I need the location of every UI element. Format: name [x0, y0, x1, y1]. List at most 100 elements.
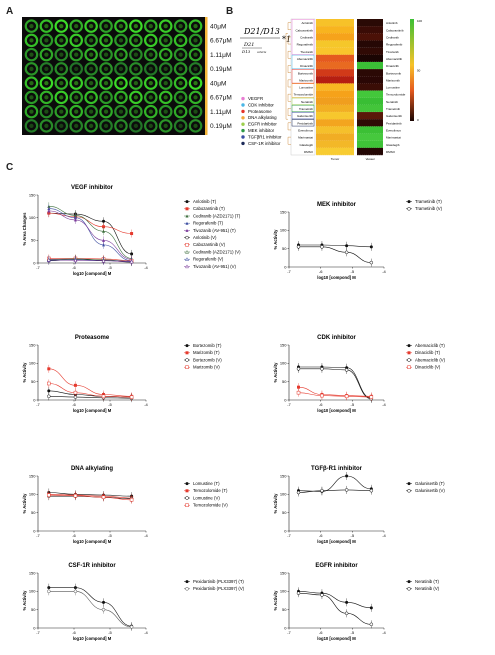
plate-well-center [74, 38, 79, 43]
dose-response-charts: VEGF inhibitor -7 -6 -5 -4 0 50 100 150 log10 [co… [22, 185, 446, 641]
heatmap-cell-tumor [316, 97, 354, 106]
y-tick-label: 0 [284, 264, 287, 269]
heatmap-right-label: Tivozanib [386, 50, 399, 54]
plate-well [158, 119, 173, 133]
data-point [129, 259, 134, 264]
plate-well-center [148, 123, 153, 129]
plate-well [39, 90, 54, 105]
heatmap-row-label: Tivozanib [300, 50, 313, 54]
heatmap-row-label: Marizomib [299, 78, 313, 82]
heatmap-group-box [291, 119, 315, 127]
plate-well [158, 76, 173, 90]
plate-well [173, 62, 188, 76]
plate-well-center [193, 80, 198, 86]
data-point [47, 389, 51, 393]
data-point [47, 367, 51, 371]
x-tick-label: -4 [144, 630, 148, 635]
plate-well [143, 104, 158, 119]
plate-well-center [178, 52, 183, 57]
plate-well-center [29, 95, 34, 100]
plate-well-center [88, 109, 94, 114]
plate-well [129, 62, 143, 76]
data-point [344, 368, 349, 372]
data-point [296, 367, 301, 371]
y-tick-label: 100 [29, 589, 36, 594]
chart-4: CDK inhibitor -7 -6 -5 -4 0 50 100 150 log10 [com… [273, 335, 446, 413]
data-point [407, 365, 411, 369]
legend-label: Trametinib (V) [415, 206, 443, 211]
data-point [47, 394, 51, 399]
legend-label: Bortezomib (V) [193, 357, 222, 362]
heatmap-cell-vessel [357, 33, 383, 41]
chart-title: Proteasome [75, 335, 110, 341]
plate-well-center [163, 52, 168, 57]
heatmap-cell-vessel [357, 126, 383, 134]
y-axis-label: % Activity [273, 362, 278, 383]
data-point [101, 258, 106, 263]
x-tick-label: -7 [36, 630, 40, 635]
y-tick-label: 50 [282, 607, 287, 612]
plate-well-center [133, 52, 139, 57]
plate-well-center [148, 109, 153, 114]
heatmap: Anlotinib Anlotinib Cabozantinib Cabozantin… [285, 18, 422, 161]
x-tick-label: -5 [351, 533, 355, 538]
x-axis-label: log10 [compond] M [317, 408, 356, 413]
heatmap-cell-vessel [357, 104, 383, 113]
heatmap-group-box [291, 54, 315, 70]
heatmap-cell-vessel [357, 97, 383, 106]
plate-well-center [88, 38, 94, 43]
color-scale-bar [410, 19, 414, 121]
plate-well [188, 47, 203, 62]
y-tick-label: 0 [284, 397, 287, 402]
data-point [73, 383, 77, 387]
data-point [407, 482, 411, 486]
plate-well [114, 47, 128, 62]
chart-2: MEK inhibitor -7 -6 -5 -4 0 50 100 150 log10 [com… [273, 199, 443, 280]
data-point [101, 394, 106, 399]
heatmap-right-label: Marimastat [386, 136, 401, 140]
series-line [298, 244, 372, 248]
plate-well [99, 47, 113, 62]
x-axis-label: log10 [compond] M [73, 539, 112, 544]
y-tick-label: 100 [29, 215, 36, 220]
data-point [344, 611, 349, 616]
data-point [130, 252, 134, 256]
heatmap-right-label: Anlotinib [386, 21, 398, 25]
legend-label: Cabozantinib (T) [193, 206, 225, 211]
plate-well-center [178, 38, 183, 43]
series-line [48, 258, 132, 262]
plate-well-center [44, 38, 49, 43]
data-point [407, 358, 411, 362]
y-tick-label: 50 [31, 510, 36, 515]
plate-well [129, 47, 143, 62]
x-tick-label: -4 [382, 533, 386, 538]
heatmap-cell-tumor [316, 19, 354, 27]
heatmap-cell-tumor [316, 90, 354, 98]
plate-well [84, 19, 98, 33]
heatmap-right-label: Bortezomib [386, 71, 402, 75]
plate-well-center [103, 95, 109, 100]
data-point [102, 225, 106, 229]
heatmap-cell-tumor [316, 40, 354, 48]
plate-well [129, 90, 143, 105]
data-point [369, 488, 374, 493]
y-tick-label: 150 [280, 570, 287, 575]
data-point [345, 600, 349, 604]
y-tick-label: 150 [280, 209, 287, 214]
y-tick-label: 0 [284, 625, 287, 630]
color-scale-tick: 50 [417, 69, 421, 73]
y-tick-label: 100 [280, 361, 287, 366]
plate-well-center [178, 66, 183, 72]
data-point [297, 385, 300, 389]
heatmap-cell-tumor [316, 126, 354, 134]
plate-well-center [103, 123, 109, 129]
plate-well [143, 47, 158, 62]
heatmap-cell-vessel [357, 40, 383, 48]
plate-well-center [59, 52, 64, 57]
plate-well-center [118, 123, 124, 129]
plate-well [129, 119, 143, 133]
plate-well-center [88, 123, 94, 129]
legend-label: Cediranib (AZD2171) (V) [193, 249, 241, 254]
legend-label: Cabozantinib (V) [193, 242, 226, 247]
series-line [48, 212, 132, 234]
